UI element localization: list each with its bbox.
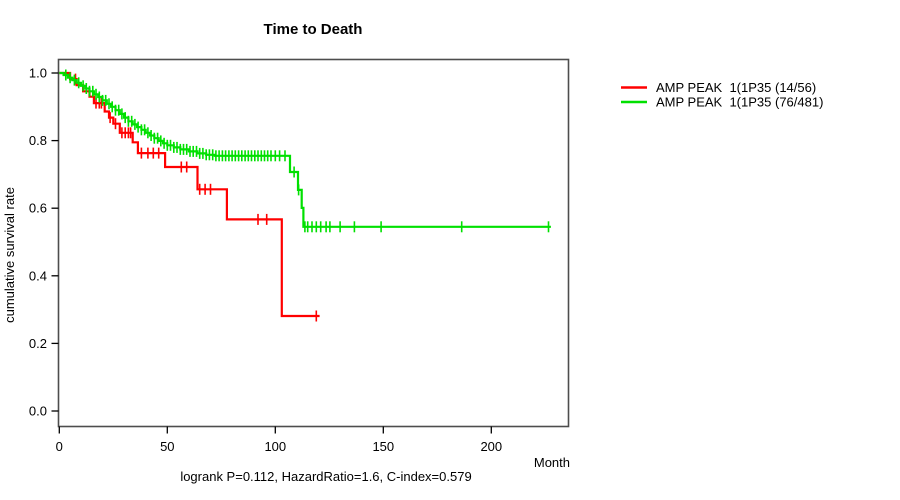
y-tick-label: 0.0: [29, 404, 47, 419]
x-tick-label: 50: [160, 439, 174, 454]
survival-curves: [59, 69, 551, 322]
y-tick-label: 0.2: [29, 336, 47, 351]
y-axis-label: cumulative survival rate: [2, 187, 17, 323]
legend: AMP PEAK 1(1P35 (14/56) AMP PEAK 1(1P35 …: [621, 80, 823, 110]
legend-label-red: AMP PEAK 1(1P35 (14/56): [656, 80, 816, 95]
plot-area-border: [57, 58, 570, 428]
y-tick-label: 0.8: [29, 133, 47, 148]
y-tick-label: 0.6: [29, 201, 47, 216]
chart-title: Time to Death: [264, 21, 363, 38]
x-tick-label: 200: [480, 439, 502, 454]
censor-marks-green: [65, 69, 550, 233]
y-tick-label: 0.4: [29, 268, 47, 283]
x-axis-ticks: 0 50 100 150 200: [56, 426, 502, 454]
legend-label-green: AMP PEAK 1(1P35 (76/481): [656, 95, 823, 110]
y-tick-label: 1.0: [29, 66, 47, 81]
x-tick-label: 150: [372, 439, 394, 454]
censor-marks-red: [74, 73, 318, 322]
y-axis-ticks: 0.0 0.2 0.4 0.6 0.8 1.0: [29, 66, 59, 419]
x-axis-label: Month: [534, 455, 570, 470]
survival-curve-red: [59, 71, 320, 318]
stats-caption: logrank P=0.112, HazardRatio=1.6, C-inde…: [180, 469, 471, 484]
survival-curve-green: [59, 71, 551, 228]
x-tick-label: 100: [264, 439, 286, 454]
x-tick-label: 0: [56, 439, 63, 454]
